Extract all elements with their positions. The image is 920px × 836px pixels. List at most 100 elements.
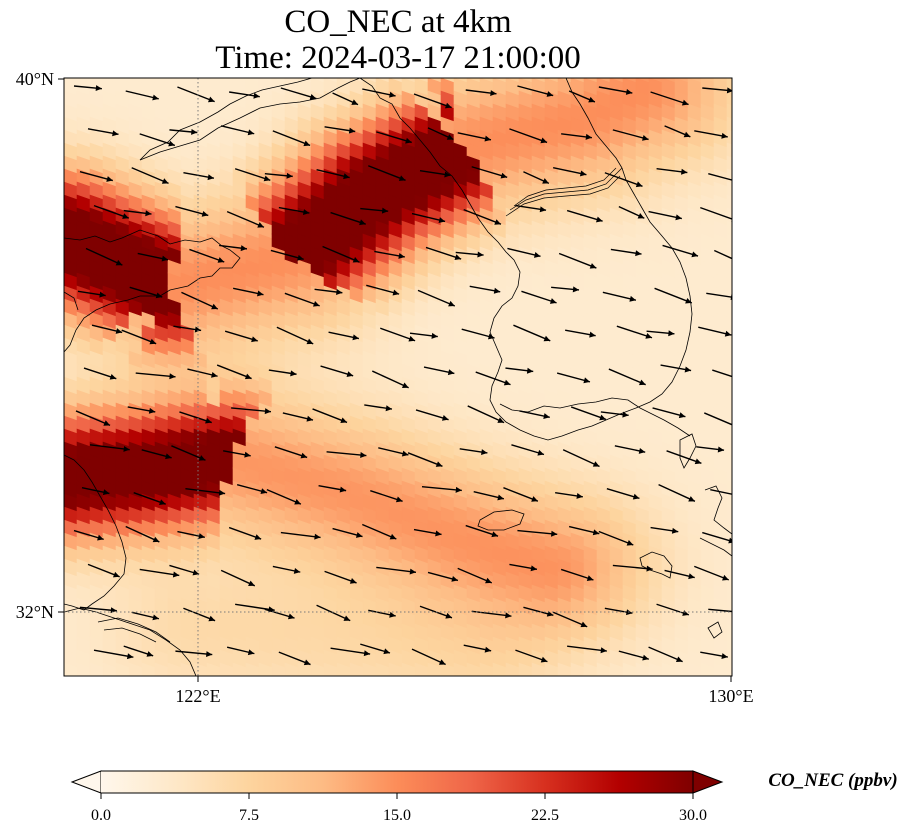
wind-arrow: [407, 452, 443, 467]
wind-arrow: [129, 286, 163, 299]
field-cell: [38, 91, 51, 109]
field-cell: [38, 312, 51, 330]
field-cell: [64, 654, 65, 668]
field-cell: [622, 662, 637, 676]
wind-arrow: [602, 291, 637, 302]
wind-arrow: [226, 646, 255, 656]
wind-arrow: [463, 644, 492, 653]
field-cell: [479, 662, 494, 676]
wind-arrow: [519, 410, 550, 419]
field-cell: [388, 662, 403, 676]
wind-arrow: [371, 370, 409, 389]
field-cell: [518, 662, 533, 676]
wind-arrow: [658, 484, 696, 502]
wind-arrow: [226, 210, 265, 228]
wind-arrow: [189, 248, 225, 263]
field-cell: [531, 662, 546, 676]
field-cell: [557, 675, 559, 676]
wind-arrow: [234, 168, 271, 182]
field-cell: [740, 299, 753, 317]
field-cell: [38, 299, 51, 317]
field-cell: [323, 675, 325, 676]
field-cell: [284, 662, 299, 676]
wind-arrow: [612, 129, 649, 141]
wind-arrow: [461, 328, 495, 340]
wind-arrow: [318, 484, 347, 493]
field-cell: [375, 675, 377, 676]
field-cell: [740, 637, 753, 655]
map-plot-area[interactable]: [38, 65, 753, 694]
field-cell: [38, 403, 51, 421]
wind-arrow: [612, 564, 653, 572]
field-cell: [726, 259, 732, 276]
wind-arrow: [465, 89, 497, 97]
wind-arrow: [177, 530, 205, 539]
wind-arrow: [362, 88, 396, 98]
field-cell: [64, 134, 65, 148]
field-cell: [740, 429, 753, 447]
field-cell: [740, 585, 753, 603]
field-cell: [596, 675, 598, 676]
field-cell: [38, 364, 51, 382]
wind-arrow: [123, 209, 152, 217]
field-cell: [414, 675, 416, 676]
field-cell: [64, 264, 65, 278]
field-cell: [206, 662, 221, 676]
wind-arrow: [173, 325, 202, 333]
wind-arrow: [266, 489, 302, 505]
wind-arrow: [511, 444, 545, 456]
lon-tick-122e: 122°E: [175, 686, 220, 706]
field-cell: [544, 662, 559, 676]
coastline: [64, 78, 732, 676]
field-cell: [544, 675, 546, 676]
wind-arrow: [268, 369, 297, 377]
field-cell: [726, 155, 732, 172]
field-cell: [64, 199, 65, 213]
wind-arrow: [664, 125, 691, 138]
field-cell: [740, 507, 753, 525]
wind-arrow: [228, 526, 262, 540]
field-cell: [740, 273, 753, 291]
wind-arrow: [83, 367, 117, 380]
wind-arrow: [646, 330, 675, 337]
field-cell: [726, 142, 732, 159]
field-cell: [297, 675, 299, 676]
field-cell: [740, 130, 753, 148]
field-cell: [38, 247, 51, 265]
wind-arrow: [328, 331, 360, 341]
axis-ticks: [58, 78, 732, 682]
field-cell: [64, 238, 65, 252]
wind-arrow: [515, 649, 548, 663]
field-cell: [740, 611, 753, 629]
wind-arrow: [91, 324, 123, 334]
wind-arrow: [175, 650, 213, 658]
wind-arrow: [79, 171, 114, 182]
field-cell: [740, 403, 753, 421]
field-cell: [102, 662, 117, 676]
field-cell: [740, 260, 753, 278]
wind-arrow: [139, 133, 176, 147]
wind-arrow: [169, 128, 198, 135]
field-cell: [740, 286, 753, 304]
field-cell: [687, 675, 689, 676]
field-cell: [64, 675, 65, 676]
field-cell: [76, 662, 91, 676]
field-cell: [38, 104, 51, 122]
wind-arrow: [135, 372, 176, 380]
field-cell: [401, 662, 416, 676]
wind-arrow: [77, 290, 106, 298]
wind-arrow: [219, 244, 248, 252]
wind-arrow: [712, 369, 732, 378]
field-cell: [740, 234, 753, 252]
field-cell: [726, 298, 732, 315]
field-cell: [336, 675, 338, 676]
wind-arrow: [73, 85, 102, 92]
field-cell: [726, 623, 732, 640]
wind-arrow: [272, 130, 311, 147]
wind-arrow: [332, 527, 363, 538]
field-cell: [440, 662, 455, 676]
field-cell: [726, 610, 732, 627]
field-cell: [271, 675, 273, 676]
field-cell: [740, 65, 753, 83]
wind-arrow: [87, 563, 120, 578]
